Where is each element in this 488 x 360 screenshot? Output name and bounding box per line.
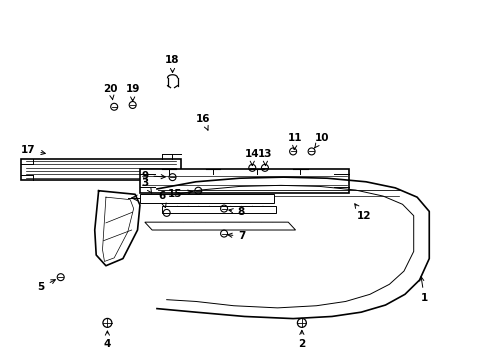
- Text: 14: 14: [244, 149, 259, 165]
- Text: 11: 11: [288, 133, 302, 150]
- Text: 5: 5: [38, 280, 55, 292]
- Text: 9: 9: [141, 171, 165, 181]
- FancyBboxPatch shape: [21, 158, 181, 180]
- Text: 12: 12: [354, 204, 370, 221]
- FancyBboxPatch shape: [140, 168, 348, 193]
- FancyBboxPatch shape: [140, 194, 273, 203]
- Text: 17: 17: [21, 145, 45, 155]
- Text: 4: 4: [103, 331, 111, 348]
- Text: 6: 6: [158, 191, 166, 207]
- Polygon shape: [144, 222, 295, 230]
- Text: 16: 16: [196, 114, 210, 130]
- Polygon shape: [162, 206, 276, 213]
- Text: 19: 19: [125, 84, 140, 101]
- Text: 3: 3: [141, 178, 151, 193]
- Text: 8: 8: [228, 207, 244, 217]
- Text: 18: 18: [165, 55, 180, 73]
- Text: 15: 15: [168, 189, 192, 199]
- Text: 13: 13: [258, 149, 272, 165]
- Text: 2: 2: [298, 330, 305, 349]
- Text: 7: 7: [227, 231, 245, 242]
- Text: 1: 1: [419, 277, 427, 303]
- Text: 10: 10: [314, 133, 329, 148]
- Text: 20: 20: [103, 84, 118, 100]
